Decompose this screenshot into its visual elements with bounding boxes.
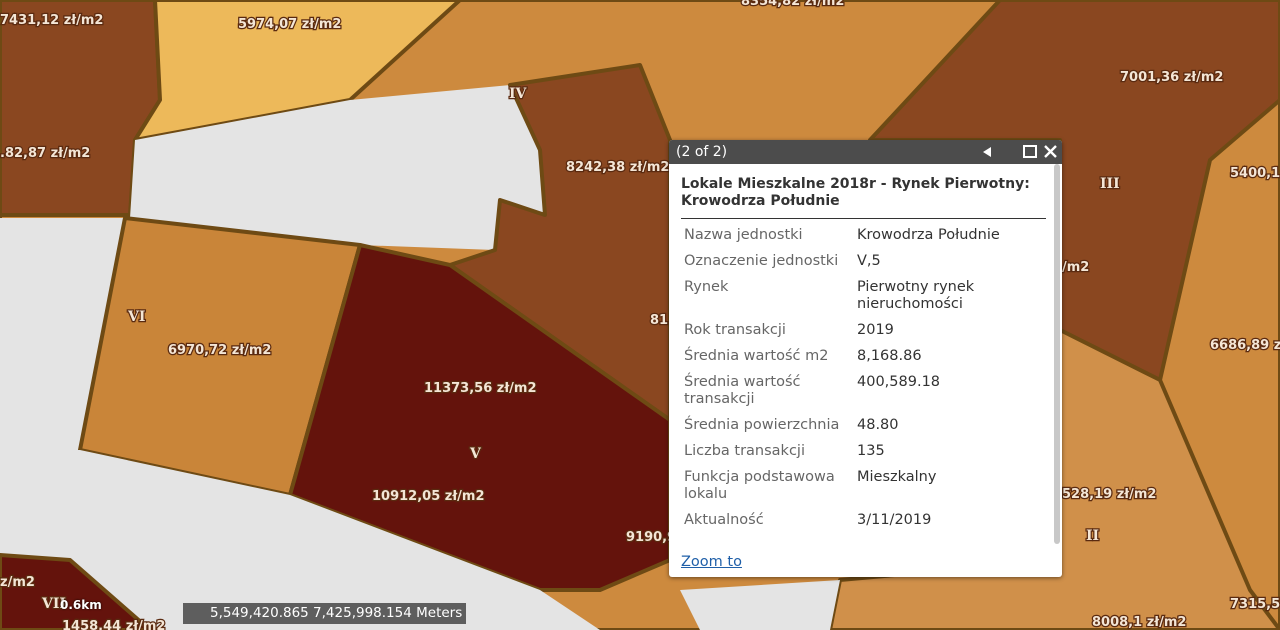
map-label: IV bbox=[509, 86, 528, 102]
popup: (2 of 2) Lokale Mieszkalne 2018r - Rynek… bbox=[669, 140, 1062, 577]
field-name: Nazwa jednostki bbox=[684, 227, 803, 243]
popup-title: Lokale Mieszkalne 2018r - Rynek Pierwotn… bbox=[681, 176, 1046, 219]
field-row: Rok transakcji 2019 bbox=[684, 322, 1044, 339]
region bbox=[130, 85, 545, 250]
field-value: Krowodrza Południe bbox=[857, 227, 1000, 243]
scale-bar: 0.6km bbox=[60, 598, 102, 612]
region bbox=[0, 553, 152, 630]
field-value: 135 bbox=[857, 443, 885, 459]
field-row: Średnia wartość m2 8,168.86 bbox=[684, 348, 1044, 365]
map-label: 8354,82 zł/m2 bbox=[741, 0, 844, 9]
field-row: Nazwa jednostki Krowodrza Południe bbox=[684, 227, 1044, 244]
popup-counter: (2 of 2) bbox=[676, 144, 728, 160]
scrollbar[interactable] bbox=[1054, 164, 1060, 544]
region bbox=[0, 450, 600, 630]
map-label: VII bbox=[41, 596, 66, 612]
map-label: 10912,05 zł/m2 bbox=[372, 489, 485, 504]
coordinate-bar: 5,549,420.865 7,425,998.154 Meters bbox=[183, 603, 466, 624]
map-label: 11373,56 zł/m2 bbox=[424, 381, 537, 396]
map-label: 528,19 zł/m2 bbox=[1062, 487, 1156, 502]
field-row: Średnia powierzchnia 48.80 bbox=[684, 417, 1044, 434]
field-value: Pierwotny rynek nieruchomości bbox=[857, 279, 975, 312]
field-value: 400,589.18 bbox=[857, 374, 941, 390]
map-label: VI bbox=[127, 309, 145, 325]
field-name: Rok transakcji bbox=[684, 322, 786, 338]
field-row: Funkcja podstawowa lokalu Mieszkalny bbox=[684, 469, 1044, 503]
coordinates: 5,549,420.865 7,425,998.154 Meters bbox=[210, 605, 463, 621]
zoom-to-link[interactable]: Zoom to bbox=[681, 554, 742, 570]
field-name: Oznaczenie jednostki bbox=[684, 253, 839, 269]
map-label: 7431,12 zł/m2 bbox=[0, 13, 103, 28]
map-label: III bbox=[1100, 176, 1120, 192]
field-value: 48.80 bbox=[857, 417, 899, 433]
field-row: Aktualność 3/11/2019 bbox=[684, 512, 1044, 529]
map-label: 1458,44 zł/m2 bbox=[62, 619, 165, 630]
popup-header: (2 of 2) bbox=[669, 140, 1062, 164]
field-name: Liczba transakcji bbox=[684, 443, 805, 459]
field-value: 8,168.86 bbox=[857, 348, 922, 364]
field-value: V,5 bbox=[857, 253, 881, 269]
maximize-button[interactable] bbox=[1023, 145, 1037, 158]
map-label: II bbox=[1086, 528, 1099, 544]
field-name: Funkcja podstawowa lokalu bbox=[684, 469, 835, 502]
field-row: Oznaczenie jednostki V,5 bbox=[684, 253, 1044, 270]
map-label: 6686,89 zł/ bbox=[1210, 338, 1280, 353]
region bbox=[0, 218, 125, 450]
field-name: Średnia wartość transakcji bbox=[684, 374, 801, 407]
popup-controls bbox=[983, 145, 1057, 158]
field-name: Średnia powierzchnia bbox=[684, 417, 840, 433]
map-label: .82,87 zł/m2 bbox=[0, 146, 90, 161]
map-label: 7001,36 zł/m2 bbox=[1120, 70, 1223, 85]
previous-button[interactable] bbox=[983, 147, 991, 157]
map-label: 81 bbox=[650, 313, 668, 328]
map-label: z/m2 bbox=[0, 575, 35, 590]
map-label: 5974,07 zł/m2 bbox=[238, 17, 341, 32]
field-value: 3/11/2019 bbox=[857, 512, 932, 528]
map-label: 6970,72 zł/m2 bbox=[168, 343, 271, 358]
region bbox=[680, 580, 840, 630]
field-name: Średnia wartość m2 bbox=[684, 348, 829, 364]
map-label: /m2 bbox=[1062, 260, 1089, 275]
field-value: 2019 bbox=[857, 322, 894, 338]
map-label: 8008,1 zł/m2 bbox=[1092, 615, 1186, 630]
map-label: 5400,1 bbox=[1230, 166, 1280, 181]
field-name: Aktualność bbox=[684, 512, 764, 528]
map-label: V bbox=[469, 446, 482, 462]
field-row: Rynek Pierwotny rynek nieruchomości bbox=[684, 279, 1044, 313]
field-row: Średnia wartość transakcji 400,589.18 bbox=[684, 374, 1044, 408]
field-value: Mieszkalny bbox=[857, 469, 937, 485]
map-label: 8242,38 zł/m2 bbox=[566, 160, 669, 175]
map-label: 7315,5 bbox=[1230, 597, 1280, 612]
close-button[interactable] bbox=[1044, 145, 1057, 158]
field-table: Nazwa jednostki Krowodrza Południe Oznacze… bbox=[684, 227, 1044, 538]
field-name: Rynek bbox=[684, 279, 729, 295]
map-label: 9190,9 bbox=[626, 530, 676, 545]
field-row: Liczba transakcji 135 bbox=[684, 443, 1044, 460]
